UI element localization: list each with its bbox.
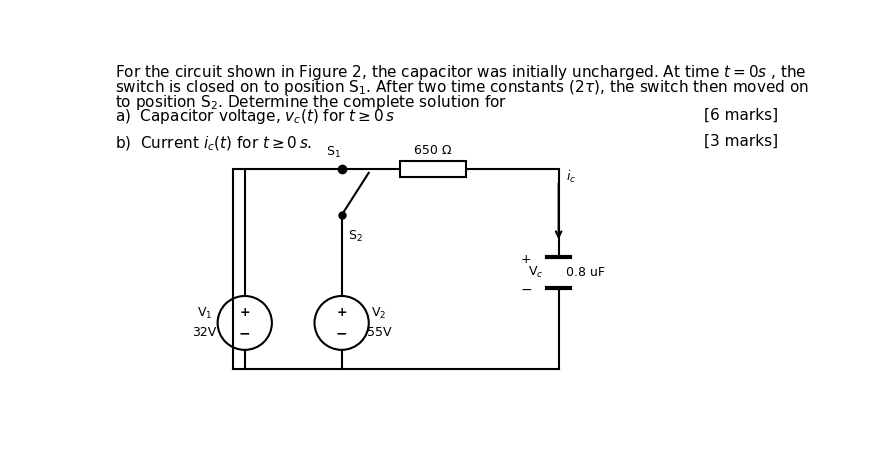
Text: +: +: [239, 306, 250, 319]
Text: $i_c$: $i_c$: [567, 169, 576, 185]
Text: −: −: [239, 326, 251, 340]
Text: [6 marks]: [6 marks]: [704, 107, 778, 122]
Text: 650 Ω: 650 Ω: [414, 144, 451, 157]
Text: V$_c$: V$_c$: [527, 265, 543, 280]
Text: V$_2$: V$_2$: [371, 306, 387, 321]
Bar: [400, 161, 465, 177]
Text: 32V: 32V: [192, 326, 217, 338]
Text: 55V: 55V: [367, 326, 391, 338]
Text: to position S$_2$. Determine the complete solution for: to position S$_2$. Determine the complet…: [115, 93, 507, 113]
Text: +: +: [521, 252, 532, 266]
Text: a)  Capacitor voltage, $v_c(t)$ for $t \geq 0\,s$: a) Capacitor voltage, $v_c(t)$ for $t \g…: [115, 107, 395, 126]
Text: −: −: [336, 326, 347, 340]
Text: −: −: [520, 283, 532, 297]
Text: +: +: [336, 306, 347, 319]
Text: [3 marks]: [3 marks]: [704, 134, 778, 149]
Text: V$_1$: V$_1$: [196, 306, 212, 321]
Text: For the circuit shown in Figure 2, the capacitor was initially uncharged. At tim: For the circuit shown in Figure 2, the c…: [115, 63, 807, 82]
Text: 0.8 uF: 0.8 uF: [567, 267, 605, 279]
Text: S$_2$: S$_2$: [347, 229, 362, 244]
Text: switch is closed on to position S$_1$. After two time constants $(2\tau)$, the s: switch is closed on to position S$_1$. A…: [115, 78, 809, 97]
Text: S$_1$: S$_1$: [327, 145, 341, 160]
Text: b)  Current $i_c(t)$ for $t \geq 0\,s$.: b) Current $i_c(t)$ for $t \geq 0\,s$.: [115, 134, 313, 153]
